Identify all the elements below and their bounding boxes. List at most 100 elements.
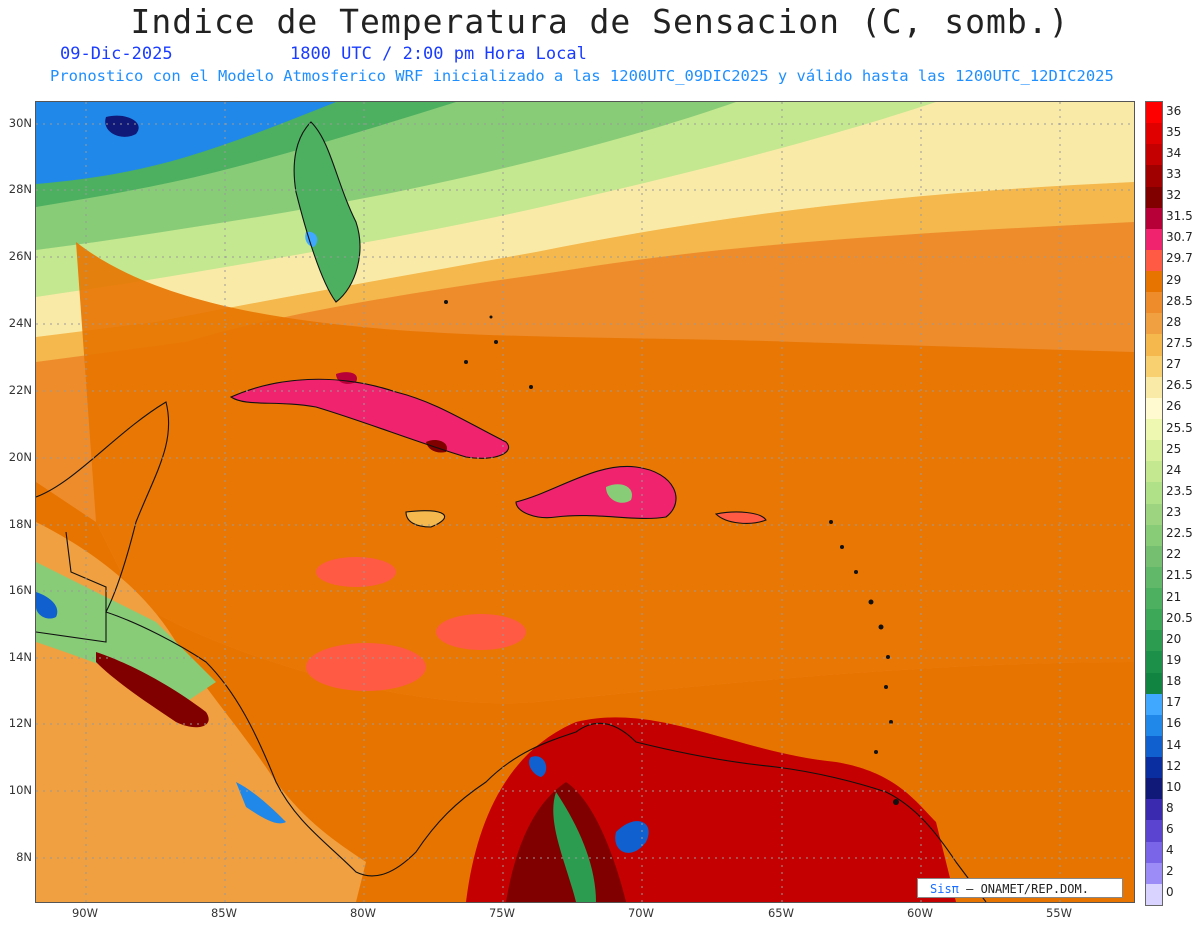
coastlines (36, 121, 987, 902)
lat-label: 10N (8, 783, 32, 797)
colorbar-label: 10 (1166, 779, 1182, 794)
lat-label: 22N (8, 383, 32, 397)
colorbar-label: 29 (1166, 272, 1182, 287)
colorbar-swatch (1146, 186, 1162, 209)
colorbar-swatch (1146, 672, 1162, 695)
colorbar-swatch (1146, 461, 1162, 483)
colorbar-swatch (1146, 123, 1162, 145)
colorbar-label: 23.5 (1166, 483, 1193, 498)
colorbar-label: 4 (1166, 843, 1174, 858)
colorbar-label: 32 (1166, 188, 1182, 203)
colorbar-label: 29.7 (1166, 251, 1193, 266)
lon-label: 55W (1045, 906, 1072, 920)
colorbar-label: 21.5 (1166, 568, 1193, 583)
lat-label: 18N (8, 517, 32, 531)
colorbar-label: 17 (1166, 695, 1182, 710)
colorbar-label: 22 (1166, 547, 1182, 562)
colorbar-swatch (1146, 862, 1162, 885)
colorbar-swatch (1146, 482, 1162, 504)
colorbar-swatch (1146, 503, 1162, 526)
colorbar-swatch (1146, 841, 1162, 864)
colorbar-swatch (1146, 524, 1162, 547)
colorbar-swatch (1146, 313, 1162, 335)
colorbar-label: 36 (1166, 103, 1182, 118)
costa-rica-cold (236, 782, 286, 824)
jamaica-land (406, 510, 445, 527)
colorbar-swatch (1146, 714, 1162, 737)
colorbar-swatch (1146, 165, 1162, 188)
forecast-subtitle: Pronostico con el Modelo Atmosferico WRF… (50, 67, 1114, 85)
colorbar-swatch (1146, 566, 1162, 589)
colorbar-label: 8 (1166, 800, 1174, 815)
lon-label: 80W (349, 906, 376, 920)
andes-cold (529, 756, 547, 777)
colorbar-label: 34 (1166, 145, 1182, 160)
lon-label: 60W (906, 906, 933, 920)
colorbar-label: 27.5 (1166, 336, 1193, 350)
colorbar-swatch (1146, 693, 1162, 716)
colorbar-label: 24 (1166, 462, 1182, 477)
colorbar-label: 28 (1166, 314, 1182, 329)
colorbar-swatch (1146, 799, 1162, 821)
colorbar-swatch (1146, 355, 1162, 378)
colorbar-label: 33 (1166, 166, 1182, 181)
colorbar-label: 27 (1166, 357, 1182, 372)
colorbar-label: 0 (1166, 885, 1174, 900)
andes-cold (615, 821, 649, 853)
lat-label: 16N (8, 583, 32, 597)
highlands-cold (36, 592, 58, 619)
forecast-time: 1800 UTC / 2:00 pm Hora Local (290, 44, 587, 64)
cuba-land (231, 379, 509, 459)
colorbar-swatch (1146, 418, 1162, 441)
colorbar-label: 2 (1166, 864, 1174, 879)
colorbar-label: 14 (1166, 737, 1182, 752)
colorbar-swatch (1146, 820, 1162, 843)
credit-box: Sisπ – ONAMET/REP.DOM. (917, 878, 1123, 898)
colorbar-label: 31.5 (1166, 209, 1193, 224)
colorbar-swatch (1146, 883, 1162, 906)
colorbar-swatch (1146, 440, 1162, 462)
florida-land (294, 122, 360, 302)
credit-org: – ONAMET/REP.DOM. (958, 882, 1089, 896)
colorbar-swatch (1146, 609, 1162, 631)
colorbar-swatch (1146, 292, 1162, 314)
lat-label: 24N (8, 316, 32, 330)
small-islands (444, 300, 899, 805)
lon-label: 70W (627, 906, 654, 920)
hot-patch (316, 557, 396, 587)
colorbar-label: 25 (1166, 441, 1182, 456)
lat-label: 14N (8, 650, 32, 664)
colorbar-label: 35 (1166, 124, 1182, 139)
colorbar-label: 18 (1166, 674, 1182, 689)
lat-label: 30N (8, 116, 32, 130)
colorbar-swatch (1146, 735, 1162, 758)
colorbar-label: 22.5 (1166, 526, 1193, 541)
hot-patch (436, 614, 526, 650)
colorbar-label: 26 (1166, 399, 1182, 414)
colorbar-label: 30.7 (1166, 230, 1193, 245)
colorbar-swatch (1146, 545, 1162, 568)
lat-label: 26N (8, 249, 32, 263)
colorbar-swatch (1146, 588, 1162, 610)
colorbar-swatch (1146, 630, 1162, 652)
colorbar-swatch (1146, 757, 1162, 779)
graticule (36, 102, 1134, 902)
colorbar-swatch (1146, 102, 1162, 124)
colorbar-swatch (1146, 397, 1162, 420)
lat-label: 20N (8, 450, 32, 464)
highlands-cool (36, 562, 216, 702)
colorbar-swatch (1146, 271, 1162, 293)
lat-label: 8N (16, 850, 32, 864)
lat-label: 28N (8, 182, 32, 196)
colorbar-swatch (1146, 228, 1162, 251)
colorbar-label: 25.5 (1166, 420, 1193, 435)
colorbar-label: 28.5 (1166, 293, 1193, 308)
colorbar-label: 20.5 (1166, 610, 1193, 625)
colorbar-label: 19 (1166, 652, 1182, 667)
colorbar-swatch (1146, 249, 1162, 272)
lon-label: 65W (767, 906, 794, 920)
hot-sea (36, 282, 1134, 902)
hot-patch (306, 643, 426, 691)
colorbar-swatch (1146, 376, 1162, 399)
colorbar-swatch (1146, 207, 1162, 230)
